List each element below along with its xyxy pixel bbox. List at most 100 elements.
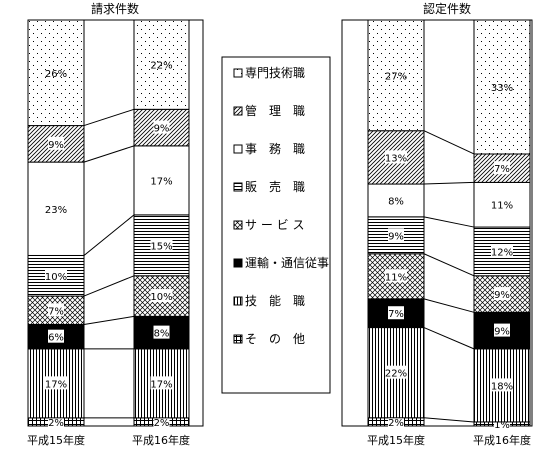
data-label-transport: 9% [494, 327, 510, 338]
data-label-other: 1% [494, 420, 510, 431]
legend-swatch-managerial [233, 106, 243, 116]
connector-line [423, 327, 475, 350]
chart-claims-category-0: 平成15年度 [27, 433, 85, 447]
data-label-clerical: 17% [150, 176, 172, 187]
data-label-bg [153, 120, 170, 134]
data-label-bg [388, 306, 404, 320]
bar-segment-professional [133, 19, 190, 110]
data-label-managerial: 13% [385, 153, 407, 164]
connector-line [423, 130, 475, 155]
data-label-transport: 8% [154, 329, 170, 340]
legend-label-service: サ ー ビ ス [245, 218, 304, 232]
connector-line [83, 275, 135, 297]
data-label-transport: 7% [388, 309, 404, 320]
data-label-skilled: 18% [491, 381, 513, 392]
chart-claims: 請求件数 2% 17% 6% 7% 10% 23% 9% 26% 2% 17% 8% 10% 15% 17… [27, 1, 204, 447]
legend-swatch-clerical [233, 144, 243, 154]
legend-label-other: そ の 他 [245, 332, 305, 346]
data-label-bg [385, 150, 407, 164]
data-label-clerical: 11% [491, 201, 513, 212]
data-label-bg [48, 136, 64, 150]
data-label-managerial: 9% [154, 124, 170, 135]
data-label-service: 9% [494, 290, 510, 301]
data-label-bg [150, 238, 173, 252]
chart-certified: 認定件数 2% 22% 7% 11% 9% 8% 13% 27% 1% 18% 9% 9% 12% 11%… [341, 1, 533, 447]
data-label-bg [494, 161, 510, 175]
chart-certified-frame [341, 19, 533, 427]
data-label-service: 11% [385, 272, 407, 283]
bar-segment-clerical [367, 183, 425, 218]
connector-line [423, 417, 475, 423]
connector-line [83, 315, 135, 325]
connector-line [423, 216, 475, 228]
data-label-bg [494, 287, 510, 301]
connector-line [423, 253, 475, 277]
chart-certified-marks: 2% 22% 7% 11% 9% 8% 13% 27% 1% 18% 9% 9% 12% 11% 7% 33% [367, 19, 531, 431]
data-label-bg [388, 228, 404, 242]
legend-swatch-transport [233, 258, 243, 268]
legend-swatch-skilled [233, 296, 243, 306]
data-label-sales: 9% [388, 231, 404, 242]
data-label-other: 2% [48, 418, 64, 429]
data-label-other: 2% [388, 418, 404, 429]
chart-certified-title: 認定件数 [423, 1, 471, 16]
bar-segment-clerical [133, 145, 190, 216]
data-label-professional: 33% [491, 83, 513, 94]
data-label-bg [491, 244, 513, 258]
data-label-professional: 26% [45, 69, 67, 80]
connector-line [83, 108, 135, 127]
data-label-bg [48, 329, 64, 343]
legend-label-professional: 専門技術職 [245, 66, 305, 80]
data-label-bg [45, 376, 67, 390]
bar-segment-service [133, 275, 190, 317]
data-label-skilled: 17% [150, 379, 172, 390]
legend-swatch-sales [233, 182, 243, 192]
bar-segment-clerical [27, 161, 85, 256]
data-label-bg [150, 289, 173, 303]
data-label-bg [45, 268, 67, 282]
bar-segment-professional [27, 19, 85, 127]
chart-claims-title: 請求件数 [91, 1, 139, 16]
legend-label-skilled: 技 能 職 [245, 294, 305, 308]
data-label-professional: 27% [385, 71, 407, 82]
legend-swatch-other [233, 334, 243, 344]
chart-certified-category-1: 平成16年度 [473, 433, 531, 447]
data-label-skilled: 22% [385, 369, 407, 380]
connector-line [83, 214, 135, 256]
legend-swatch-professional [233, 68, 243, 78]
connector-line [83, 145, 135, 163]
data-label-clerical: 8% [388, 196, 404, 207]
legend-label-clerical: 事 務 職 [245, 142, 305, 156]
legend-label-managerial: 管 理 職 [245, 103, 305, 118]
connector-line [423, 181, 475, 185]
data-label-bg [491, 378, 513, 392]
chart-claims-marks: 2% 17% 6% 7% 10% 23% 9% 26% 2% 17% 8% 10% 15% 17% 9% 22… [27, 19, 190, 429]
data-label-other: 2% [154, 418, 170, 429]
data-label-sales: 15% [150, 241, 172, 252]
connector-line [423, 298, 475, 313]
data-label-sales: 10% [45, 272, 67, 283]
data-label-sales: 12% [491, 247, 513, 258]
data-label-bg [150, 376, 173, 390]
data-label-bg [385, 365, 407, 379]
data-label-bg [48, 303, 64, 317]
chart-certified-category-0: 平成15年度 [367, 433, 425, 447]
bar-segment-professional [473, 19, 531, 155]
data-label-bg [153, 325, 170, 339]
data-label-transport: 6% [48, 333, 64, 344]
data-label-managerial: 9% [48, 140, 64, 151]
bar-segment-professional [367, 19, 425, 132]
legend-label-transport: 運輸・通信従事 [245, 255, 329, 270]
data-label-service: 7% [48, 306, 64, 317]
data-label-service: 10% [150, 292, 172, 303]
data-label-bg [385, 269, 407, 283]
data-label-skilled: 17% [45, 379, 67, 390]
data-label-managerial: 7% [494, 164, 510, 175]
bar-segment-clerical [473, 181, 531, 228]
legend-swatch-service [233, 220, 243, 230]
data-label-clerical: 23% [45, 205, 67, 216]
data-label-professional: 22% [150, 61, 172, 72]
legend-label-sales: 販 売 職 [245, 179, 305, 194]
